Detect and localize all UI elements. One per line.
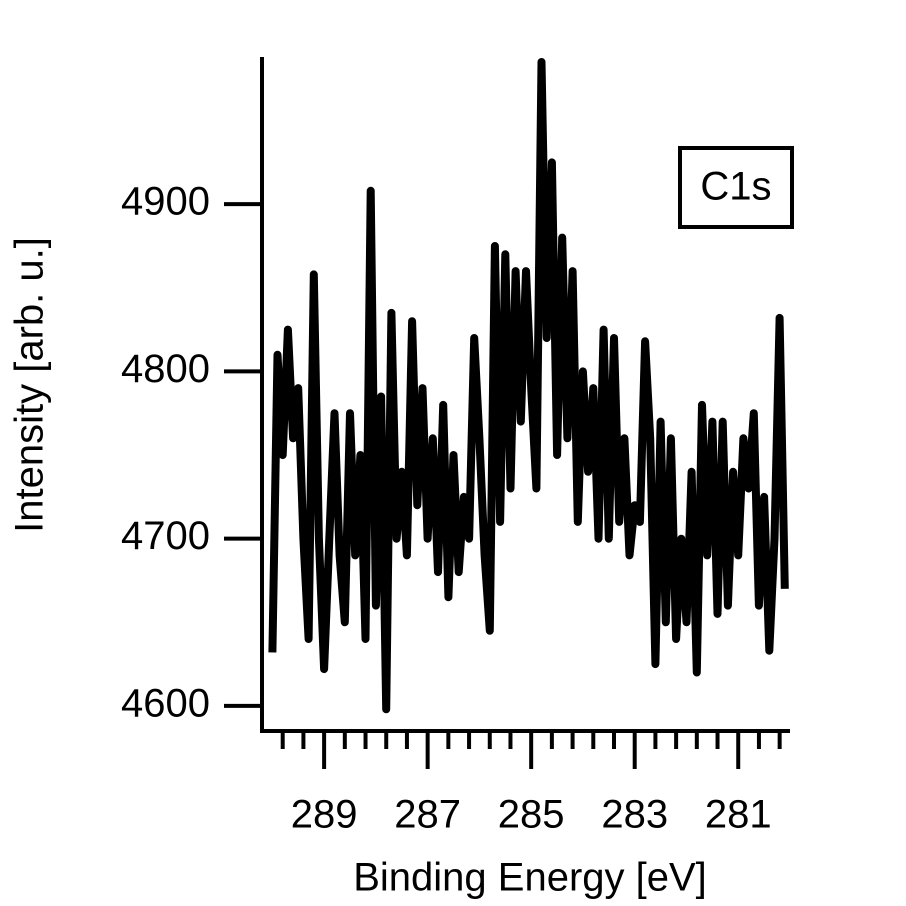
x-axis-label: Binding Energy [eV] bbox=[353, 856, 707, 900]
y-tick-label: 4900 bbox=[121, 180, 210, 224]
y-tick-label: 4800 bbox=[121, 347, 210, 391]
x-tick-label: 287 bbox=[394, 793, 461, 837]
x-tick-label: 285 bbox=[498, 793, 565, 837]
y-tick-label: 4600 bbox=[121, 681, 210, 725]
x-tick-label: 289 bbox=[291, 793, 358, 837]
x-tick-label: 283 bbox=[601, 793, 668, 837]
y-tick-label: 4700 bbox=[121, 514, 210, 558]
y-axis-label: Intensity [arb. u.] bbox=[8, 237, 52, 533]
annotation-box bbox=[678, 146, 794, 229]
data-line bbox=[268, 58, 789, 714]
x-tick-label: 281 bbox=[705, 793, 772, 837]
annotation: C1s bbox=[700, 165, 771, 209]
